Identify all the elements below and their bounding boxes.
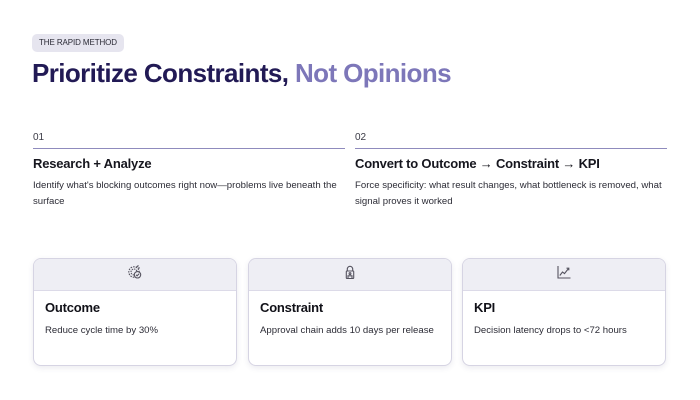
title-accent: Not Opinions	[294, 58, 452, 88]
card-description: Reduce cycle time by 30%	[45, 325, 159, 336]
card-title: KPI	[474, 300, 496, 315]
step-number: 01	[33, 131, 345, 149]
card-constraint: Constraint Approval chain adds 10 days p…	[248, 258, 452, 366]
target-check-icon	[127, 264, 143, 285]
card-description: Decision latency drops to <72 hours	[474, 325, 627, 336]
lock-icon	[342, 264, 358, 285]
section-badge: THE RAPID METHOD	[32, 34, 124, 52]
step-title: Research + Analyze	[33, 156, 152, 171]
card-outcome: Outcome Reduce cycle time by 30%	[33, 258, 237, 366]
card-header	[249, 259, 451, 291]
trend-up-chart-icon	[556, 264, 572, 285]
title-primary: Prioritize Constraints,	[32, 58, 295, 88]
card-header	[34, 259, 236, 291]
step-description: Identify what's blocking outcomes right …	[33, 180, 337, 207]
card-kpi: KPI Decision latency drops to <72 hours	[462, 258, 666, 366]
step-description: Force specificity: what result changes, …	[355, 180, 662, 207]
step-convert: 02 Convert to Outcome → Constraint → KPI…	[355, 131, 667, 210]
step-number: 02	[355, 131, 667, 149]
step-title: Convert to Outcome → Constraint → KPI	[355, 156, 600, 171]
card-header	[463, 259, 665, 291]
card-description: Approval chain adds 10 days per release	[260, 325, 434, 336]
step-research: 01 Research + Analyze Identify what's bl…	[33, 131, 345, 210]
page-title: Prioritize Constraints, Not Opinions	[32, 57, 452, 89]
card-title: Outcome	[45, 300, 100, 315]
card-title: Constraint	[260, 300, 324, 315]
